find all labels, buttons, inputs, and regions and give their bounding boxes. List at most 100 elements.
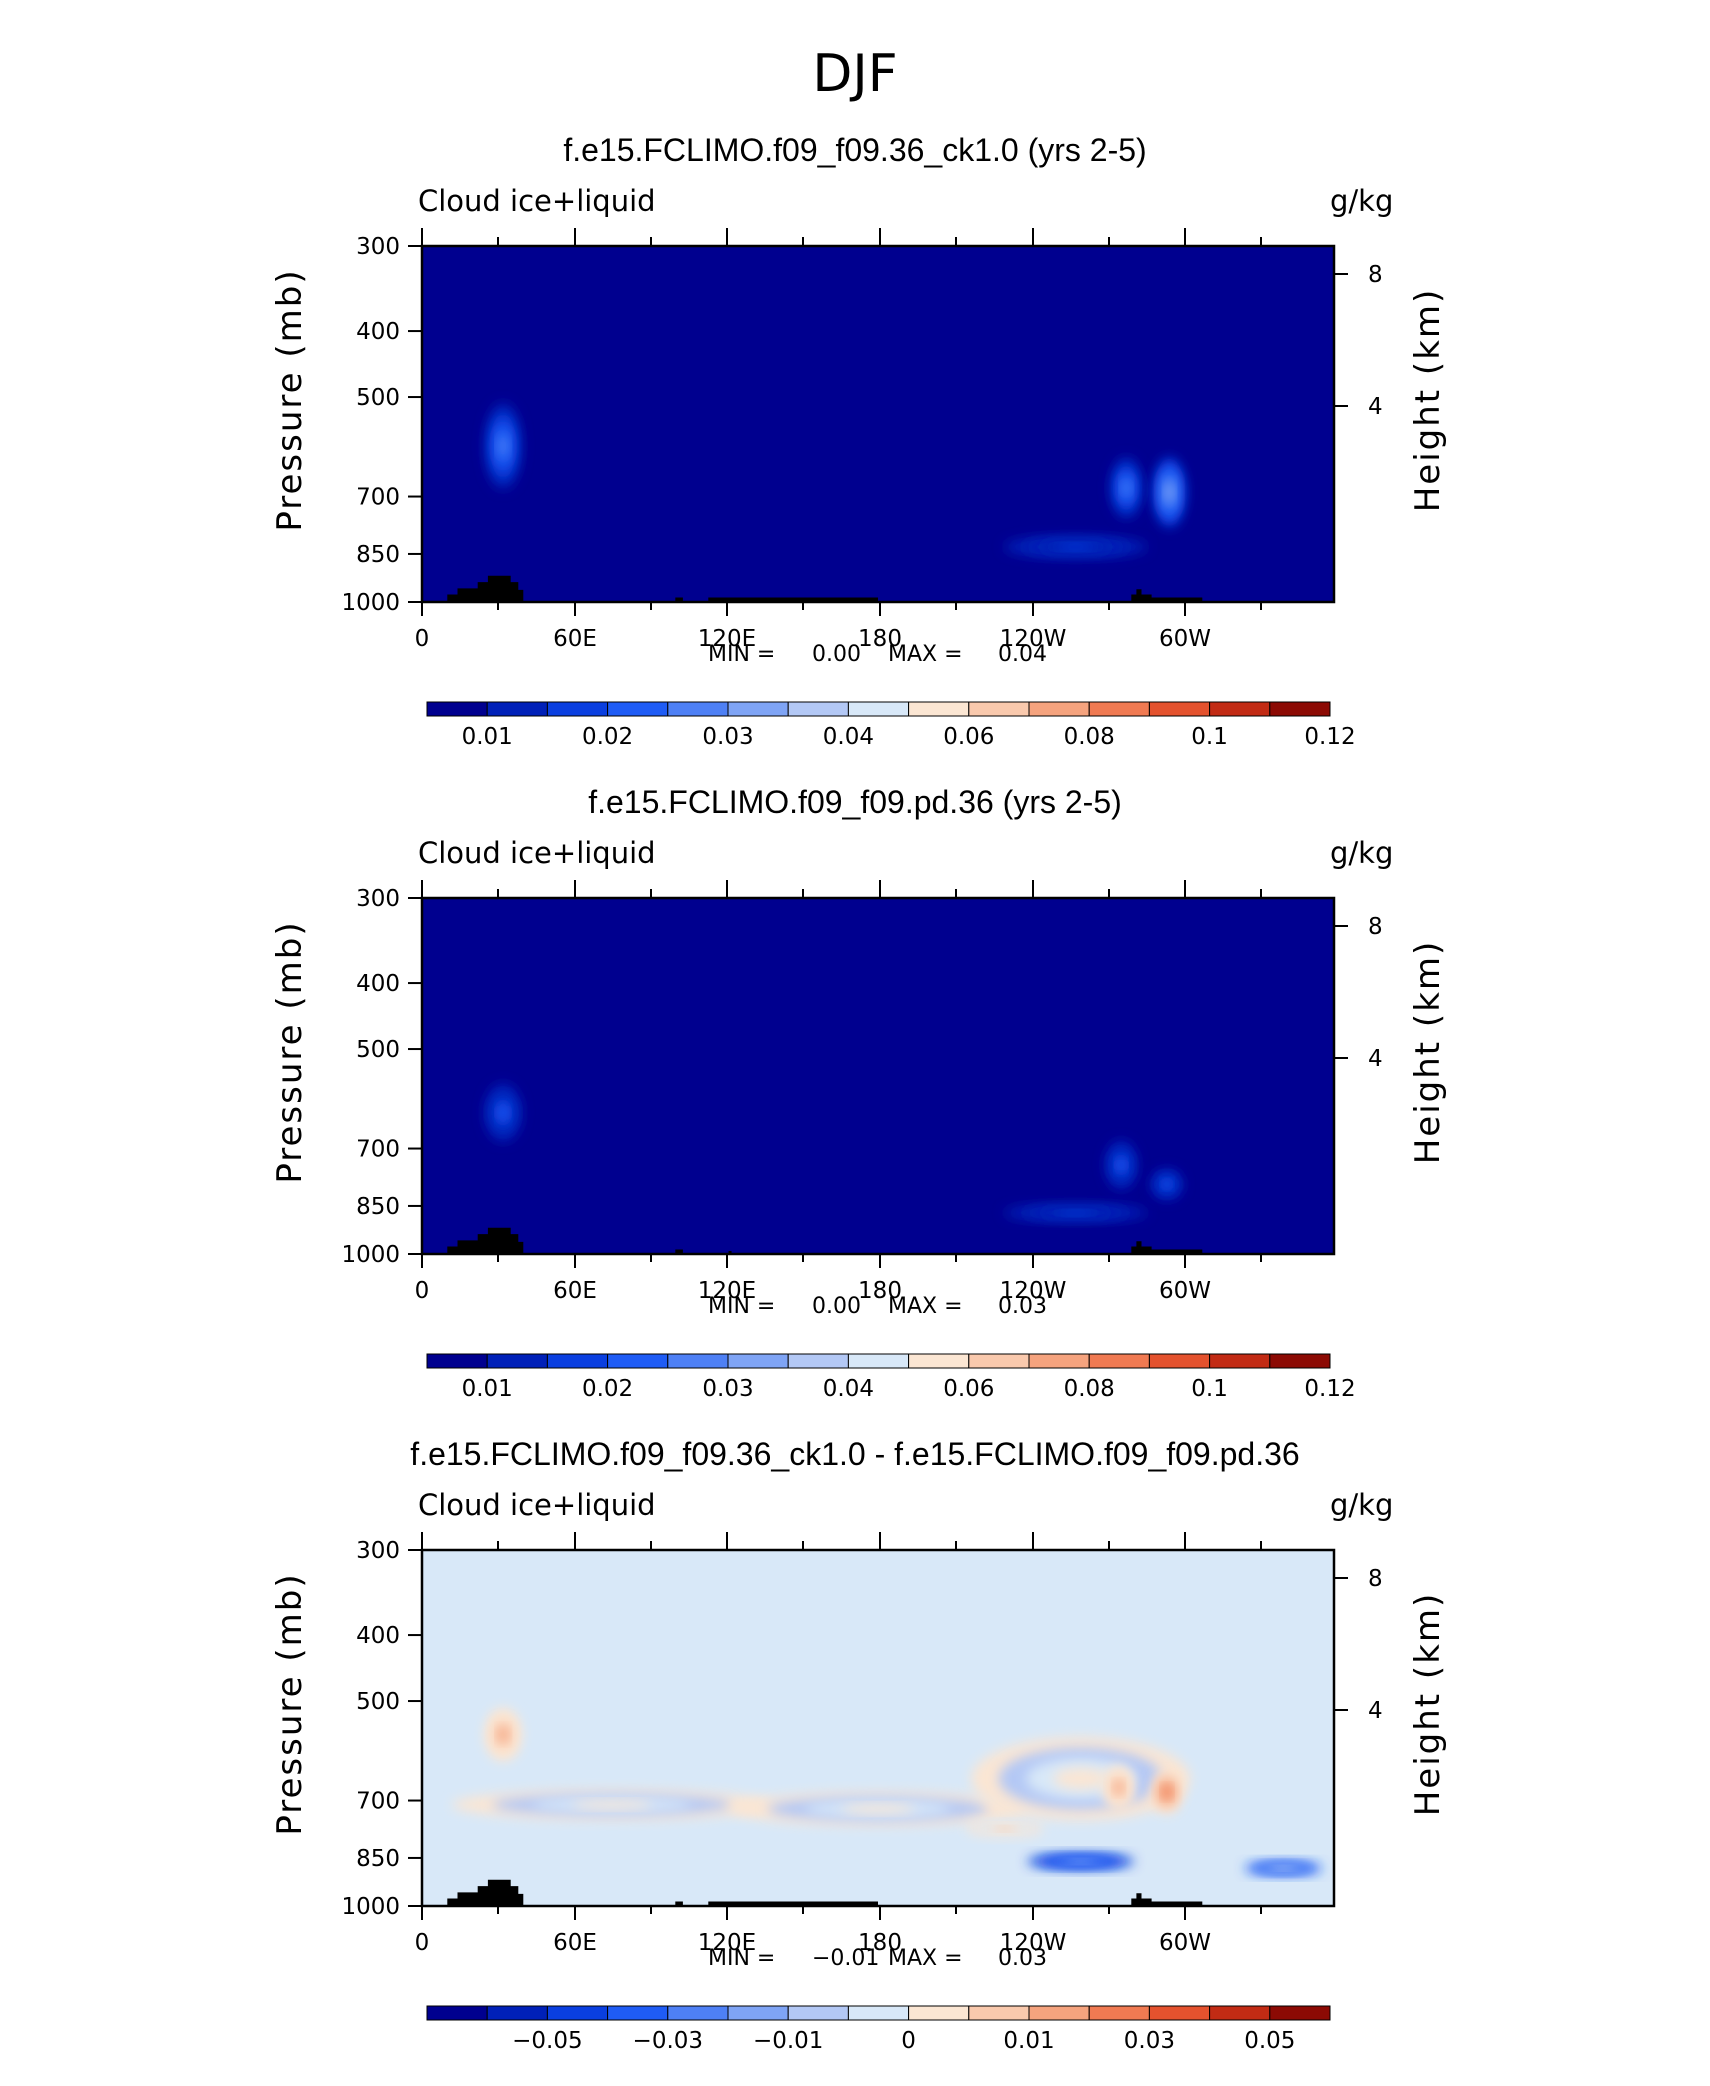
colorbar-label: 0.1: [1191, 1376, 1228, 1402]
terrain-mask: [728, 1251, 732, 1254]
panel-svg: 0 60E 120E 180 120W 60W 300 400 500 700 850 1000 8 4 0…: [341, 880, 1383, 1402]
x-tick-label: 120W: [1000, 1930, 1067, 1956]
plot-frame: [420, 1548, 1336, 1908]
y-tick-label: 500: [356, 1689, 400, 1715]
contour-blob: [572, 1801, 652, 1809]
colorbar-swatch: [546, 1353, 609, 1369]
panel-svg: 0 60E 120E 180 120W 60W 300 400 500 700 850 1000 8 4 −…: [341, 1532, 1383, 2054]
y-tick-label: 1000: [341, 1894, 400, 1920]
colorbar-swatch: [1088, 2005, 1150, 2021]
contour-blob: [1162, 1180, 1171, 1189]
colorbar-label: 0.06: [943, 724, 994, 750]
colorbar-swatch: [1269, 1353, 1331, 1369]
colorbar-label: 0.01: [462, 1376, 513, 1402]
colorbar-swatch: [908, 2005, 970, 2021]
colorbar-swatch: [968, 701, 1030, 717]
x-tick-label: 120E: [698, 1930, 756, 1956]
contour-blob: [1122, 480, 1131, 496]
units-label: g/kg: [1330, 836, 1394, 870]
y-tick-label: 850: [356, 542, 400, 568]
y-right-tick-label: 4: [1368, 1698, 1383, 1724]
max-label: MAX =: [888, 642, 963, 667]
colorbar-swatch: [1209, 701, 1271, 717]
colorbar-swatch: [426, 701, 488, 717]
colorbar-label: 0.04: [823, 724, 874, 750]
y-tick-label: 300: [356, 1538, 400, 1564]
units-label: g/kg: [1330, 184, 1394, 218]
max-value: 0.03: [998, 1294, 1047, 1319]
max-label: MAX =: [888, 1946, 963, 1971]
x-tick-label: 60W: [1159, 1278, 1211, 1304]
colorbar-label: 0.02: [582, 1376, 633, 1402]
colorbar-swatch: [908, 701, 970, 717]
colorbar-label: 0.05: [1244, 2028, 1295, 2054]
colorbar-label: 0.03: [702, 1376, 753, 1402]
contour-blob: [1162, 1786, 1171, 1798]
colorbar-swatch: [426, 2005, 488, 2021]
terrain-mask: [447, 575, 524, 602]
colorbar-label: 0.03: [702, 724, 753, 750]
y-tick-label: 700: [356, 1789, 400, 1815]
colorbar-swatch: [727, 1353, 789, 1369]
colorbar-label: 0.12: [1304, 724, 1355, 750]
contour-panel-1: f.e15.FCLIMO.f09_f09.36_ck1.0 (yrs 2-5) C…: [0, 132, 1710, 782]
y-tick-label: 850: [356, 1846, 400, 1872]
colorbar-label: 0.08: [1064, 1376, 1115, 1402]
terrain-mask: [447, 1227, 524, 1254]
colorbar-swatch: [968, 1353, 1030, 1369]
y-tick-label: 400: [356, 319, 400, 345]
x-tick-label: 60W: [1159, 1930, 1211, 1956]
y-tick-label: 700: [356, 1137, 400, 1163]
plot-frame: [420, 896, 1336, 1256]
colorbar-swatch: [787, 2005, 849, 2021]
colorbar-swatch: [1148, 701, 1211, 717]
colorbar-swatch: [486, 2005, 548, 2021]
x-tick-label: 120E: [698, 626, 756, 652]
y-right-tick-label: 8: [1368, 262, 1383, 288]
figure-title: DJF: [812, 44, 898, 104]
panel-title: f.e15.FCLIMO.f09_f09.pd.36 (yrs 2-5): [588, 784, 1122, 820]
contour-blob: [498, 1727, 508, 1742]
colorbar-label: −0.03: [633, 2028, 703, 2054]
panel-title: f.e15.FCLIMO.f09_f09.36_ck1.0 - f.e15.FC…: [410, 1436, 1300, 1472]
x-tick-label: 60E: [553, 626, 597, 652]
max-value: 0.03: [998, 1946, 1047, 1971]
colorbar-swatch: [546, 2005, 609, 2021]
colorbar-swatch: [1028, 701, 1090, 717]
colorbar-swatch: [1209, 2005, 1271, 2021]
colorbar-label: −0.05: [512, 2028, 582, 2054]
colorbar-label: 0.03: [1124, 2028, 1175, 2054]
x-tick-label: 0: [415, 626, 430, 652]
panel-svg: 0 60E 120E 180 120W 60W 300 400 500 700 850 1000 8 4 0…: [341, 228, 1383, 750]
min-value: −0.01: [812, 1946, 880, 1971]
colorbar-swatch: [1088, 1353, 1150, 1369]
y-tick-label: 400: [356, 1623, 400, 1649]
colorbar-swatch: [607, 2005, 669, 2021]
x-tick-label: 120W: [1000, 1278, 1067, 1304]
colorbar-swatch: [847, 1353, 910, 1369]
terrain-mask: [1131, 589, 1203, 602]
colorbar-swatch: [486, 701, 548, 717]
contour-blob: [1057, 1210, 1094, 1215]
colorbar-swatch: [787, 701, 849, 717]
y-tick-label: 400: [356, 971, 400, 997]
x-tick-label: 120W: [1000, 626, 1067, 652]
colorbar-swatch: [1269, 2005, 1331, 2021]
colorbar-swatch: [1148, 2005, 1211, 2021]
panel-title: f.e15.FCLIMO.f09_f09.36_ck1.0 (yrs 2-5): [563, 132, 1147, 168]
terrain-mask: [1131, 1241, 1203, 1254]
y-tick-label: 300: [356, 886, 400, 912]
terrain-mask: [1131, 1893, 1203, 1906]
contour-blob: [1117, 1158, 1126, 1171]
contour-panel-2: f.e15.FCLIMO.f09_f09.pd.36 (yrs 2-5) Clou…: [0, 784, 1710, 1434]
x-tick-label: 0: [415, 1278, 430, 1304]
colorbar-swatch: [546, 701, 609, 717]
plot-frame: [420, 244, 1336, 604]
colorbar-label: 0.06: [943, 1376, 994, 1402]
colorbar-swatch: [667, 1353, 729, 1369]
contour-blob: [1057, 544, 1094, 550]
x-tick-label: 180: [858, 1278, 902, 1304]
colorbar-label: 0.02: [582, 724, 633, 750]
y-right-tick-label: 4: [1368, 394, 1383, 420]
x-tick-label: 60W: [1159, 626, 1211, 652]
